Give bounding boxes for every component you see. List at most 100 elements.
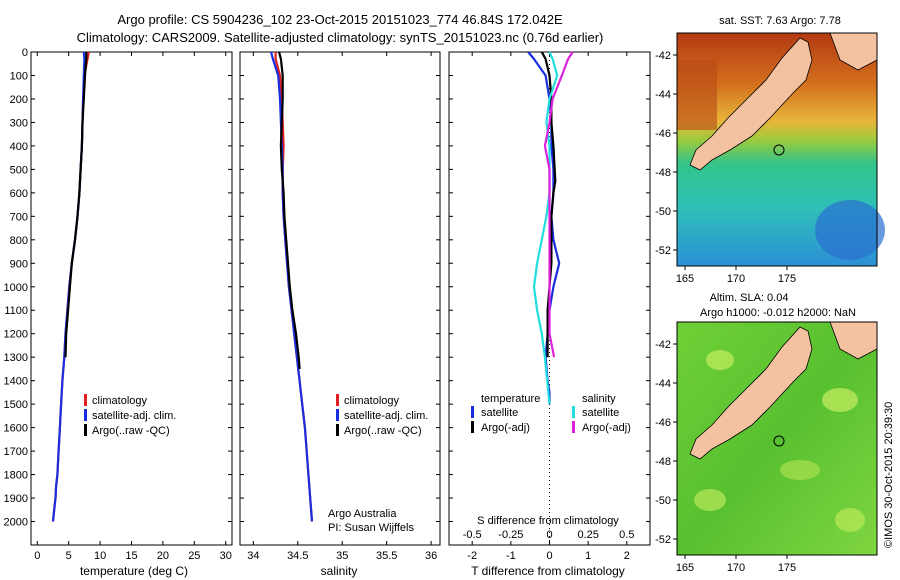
y-tick-label: 1200 bbox=[4, 329, 28, 341]
x-tick-label: 20 bbox=[157, 550, 169, 562]
legend-swatch-satellite bbox=[84, 409, 87, 421]
temperature-panel: 0 5 10 15 20 25 300100200300400500600700800900… bbox=[4, 47, 233, 562]
top-x-tick-label: 0.25 bbox=[577, 529, 598, 541]
legend-swatch-s-argo bbox=[572, 421, 575, 433]
map-y-tick-label: -50 bbox=[655, 495, 671, 507]
map-y-tick-label: -44 bbox=[655, 378, 671, 390]
sla-argo-location-icon bbox=[773, 435, 785, 447]
y-tick-label: 1300 bbox=[4, 352, 28, 364]
x-tick-label: 36 bbox=[425, 550, 437, 562]
sla-map-frame bbox=[676, 321, 878, 556]
x-tick-label: 25 bbox=[188, 550, 200, 562]
x-tick-label: 35.5 bbox=[376, 550, 397, 562]
series-line-argo-raw-qc- bbox=[278, 51, 301, 369]
y-tick-label: 1900 bbox=[4, 493, 28, 505]
legend-swatch-argo bbox=[336, 424, 339, 436]
legend-label-argo: Argo(..raw -QC) bbox=[92, 425, 170, 437]
map-y-tick-label: -42 bbox=[655, 339, 671, 351]
map-y-tick-label: -52 bbox=[655, 534, 671, 546]
temperature-legend: climatology satellite-adj. clim. Argo(..… bbox=[84, 394, 176, 437]
y-tick-label: 800 bbox=[10, 235, 28, 247]
sst-map-ticks: -42 -44 -46 -48 -50 -52 165 170 175 bbox=[655, 50, 796, 285]
map-y-tick-label: -50 bbox=[655, 206, 671, 218]
x-tick-label: 2 bbox=[624, 550, 630, 562]
legend-swatch-argo bbox=[84, 424, 87, 436]
legend-label-t-satellite: satellite bbox=[481, 407, 518, 419]
legend-label-climatology: climatology bbox=[344, 395, 400, 407]
y-tick-label: 900 bbox=[10, 258, 28, 270]
legend-swatch-climatology bbox=[336, 394, 339, 406]
institution-label: Argo Australia bbox=[328, 508, 397, 520]
sst-argo-location-icon bbox=[773, 144, 785, 156]
y-tick-label: 1400 bbox=[4, 376, 28, 388]
x-tick-label: 15 bbox=[125, 550, 137, 562]
y-tick-label: 1800 bbox=[4, 470, 28, 482]
map-x-tick-label: 175 bbox=[778, 562, 796, 574]
legend-label-argo: Argo(..raw -QC) bbox=[344, 425, 422, 437]
sla-map-subtitle: Argo h1000: -0.012 h2000: NaN bbox=[700, 307, 856, 319]
y-tick-label: 400 bbox=[10, 141, 28, 153]
sla-map: -42 -44 -46 -48 -50 -52 165 170 175 bbox=[655, 321, 878, 574]
legend-group-salinity: salinity bbox=[582, 393, 616, 405]
x-axis-label-difference: T difference from climatology bbox=[471, 564, 625, 578]
difference-legend: temperature satellite Argo(-adj) salinit… bbox=[471, 393, 631, 434]
figure-subtitle: Climatology: CARS2009. Satellite-adjuste… bbox=[77, 30, 604, 45]
sla-patch bbox=[835, 508, 865, 532]
x-tick-label: -1 bbox=[506, 550, 516, 562]
sst-map: -42 -44 -46 -48 -50 -52 165 170 175 bbox=[655, 32, 885, 285]
y-tick-label: 1000 bbox=[4, 282, 28, 294]
y-tick-label: 0 bbox=[22, 47, 28, 59]
map-y-tick-label: -46 bbox=[655, 128, 671, 140]
map-x-tick-label: 175 bbox=[778, 273, 796, 285]
map-y-tick-label: -52 bbox=[655, 245, 671, 257]
y-tick-label: 2000 bbox=[4, 517, 28, 529]
legend-group-temperature: temperature bbox=[481, 393, 540, 405]
salinity-panel: 34 34.5 35 35.5 36 bbox=[239, 51, 441, 562]
legend-swatch-t-satellite bbox=[471, 406, 474, 418]
map-x-tick-label: 170 bbox=[727, 562, 745, 574]
y-tick-label: 500 bbox=[10, 164, 28, 176]
y-tick-label: 200 bbox=[10, 94, 28, 106]
sst-map-frame bbox=[676, 32, 878, 267]
legend-label-s-argo: Argo(-adj) bbox=[582, 422, 631, 434]
legend-label-satellite: satellite-adj. clim. bbox=[344, 410, 428, 422]
x-tick-label: -2 bbox=[467, 550, 477, 562]
map-x-tick-label: 165 bbox=[676, 273, 694, 285]
pi-label: PI: Susan Wijffels bbox=[328, 522, 414, 534]
map-y-tick-label: -48 bbox=[655, 456, 671, 468]
y-tick-label: 1500 bbox=[4, 399, 28, 411]
panel-frame bbox=[30, 51, 233, 546]
sla-patch bbox=[706, 350, 734, 370]
legend-swatch-t-argo bbox=[471, 421, 474, 433]
x-tick-label: 0 bbox=[546, 550, 552, 562]
x-tick-label: 0 bbox=[34, 550, 40, 562]
sst-cold-patch bbox=[815, 200, 885, 260]
series-line-argo-raw-qc- bbox=[64, 52, 88, 358]
top-x-tick-label: 0.5 bbox=[619, 529, 634, 541]
top-x-tick-label: -0.5 bbox=[463, 529, 482, 541]
x-axis-label-salinity: salinity bbox=[321, 564, 358, 578]
y-tick-label: 600 bbox=[10, 188, 28, 200]
sla-map-ticks: -42 -44 -46 -48 -50 -52 165 170 175 bbox=[655, 339, 796, 574]
sla-patch bbox=[780, 460, 820, 480]
sst-land-south-island bbox=[689, 37, 813, 171]
legend-swatch-satellite bbox=[336, 409, 339, 421]
map-y-tick-label: -46 bbox=[655, 417, 671, 429]
y-tick-label: 1700 bbox=[4, 446, 28, 458]
y-tick-label: 300 bbox=[10, 117, 28, 129]
top-x-tick-label: -0.25 bbox=[498, 529, 523, 541]
map-y-tick-label: -48 bbox=[655, 167, 671, 179]
legend-label-s-satellite: satellite bbox=[582, 407, 619, 419]
imos-watermark: ©IMOS 30-Oct-2015 20:39:30 bbox=[883, 402, 895, 548]
sla-map-title: Altim. SLA: 0.04 bbox=[710, 292, 789, 304]
legend-label-satellite: satellite-adj. clim. bbox=[92, 410, 176, 422]
y-tick-label: 100 bbox=[10, 70, 28, 82]
top-axis-label: S difference from climatology bbox=[477, 515, 619, 527]
legend-label-t-argo: Argo(-adj) bbox=[481, 422, 530, 434]
series-line-satellite bbox=[532, 51, 559, 405]
salinity-legend: climatology satellite-adj. clim. Argo(..… bbox=[336, 394, 428, 437]
top-x-tick-label: 0 bbox=[546, 529, 552, 541]
sla-patch bbox=[694, 489, 726, 511]
y-tick-label: 700 bbox=[10, 211, 28, 223]
sla-land-south-island bbox=[689, 326, 813, 460]
